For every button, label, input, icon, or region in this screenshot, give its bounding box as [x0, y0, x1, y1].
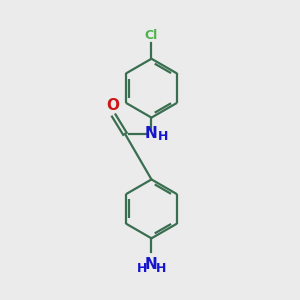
Text: N: N [145, 257, 158, 272]
Text: H: H [156, 262, 166, 275]
Text: N: N [145, 126, 158, 141]
Text: H: H [158, 130, 168, 143]
Text: Cl: Cl [145, 28, 158, 42]
Text: H: H [137, 262, 147, 275]
Text: O: O [106, 98, 119, 113]
